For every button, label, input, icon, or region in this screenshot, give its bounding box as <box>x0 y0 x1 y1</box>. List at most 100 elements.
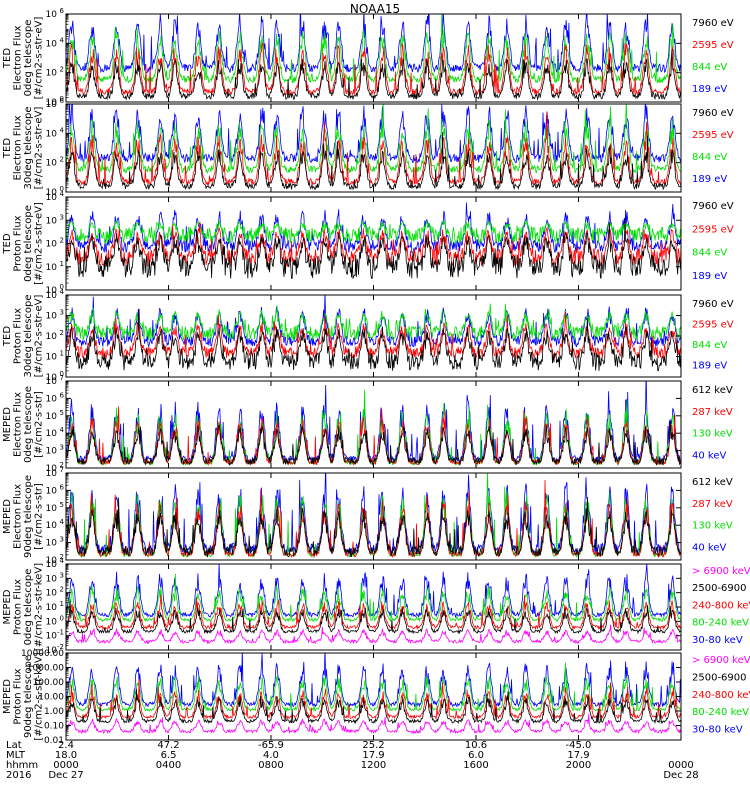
x-tick-label: 1200 <box>361 760 386 771</box>
legend-entry: 80-240 keV <box>692 618 749 629</box>
legend-entry: 189 eV <box>692 271 727 282</box>
legend-entry: 844 eV <box>692 152 727 163</box>
y-axis-label-line: [#/cm2-s-str-eV] <box>34 202 45 285</box>
y-axis-label-line: 0deg telescope <box>23 569 34 646</box>
y-tick-label: 10 <box>46 98 58 108</box>
y-axis-label-line: 90deg telescope <box>23 655 34 738</box>
series-line-5 <box>66 653 681 709</box>
legend-entry: 2595 eV <box>692 130 734 141</box>
y-axis-label-line: 30deg telescope <box>23 294 34 377</box>
series-line-1 <box>66 421 681 466</box>
y-tick-label: 1000.00 <box>27 664 64 674</box>
y-tick-label: 1.00 <box>44 707 64 717</box>
legend-entry: 844 eV <box>692 340 727 351</box>
y-axis-label-line: TED <box>2 233 13 254</box>
y-tick-label: 10 <box>46 574 58 584</box>
y-tick-label: 10 <box>46 617 58 627</box>
x-tick-label: Dec 28 <box>663 770 698 781</box>
y-axis-label-line: TED <box>2 48 13 69</box>
y-tick-exponent: 3 <box>60 571 64 579</box>
legend-entry: 80-240 keV <box>692 707 749 718</box>
legend-entry: 2595 eV <box>692 40 734 51</box>
x-tick-label: Dec 27 <box>48 770 83 781</box>
y-axis-label-line: [#/cm2-s-str] <box>34 483 45 550</box>
y-tick-label: 10 <box>46 556 58 566</box>
series-line-4 <box>66 662 681 713</box>
x-tick-label: 0000 <box>668 760 693 771</box>
y-tick-label: 10 <box>46 394 58 404</box>
legend-entry: 7960 eV <box>692 201 734 212</box>
x-tick-label: 0400 <box>156 760 181 771</box>
x-row-label: Lat <box>6 740 22 751</box>
y-axis-label-line: TED <box>2 326 13 347</box>
y-tick-label: 10 <box>46 188 58 198</box>
y-axis-label-line: [#/cm2-s-str-eV] <box>34 295 45 378</box>
y-tick-label: 10 <box>46 646 58 656</box>
y-axis-label-line: 30deg telescope <box>23 106 34 189</box>
y-tick-label: 0.01 <box>44 736 64 746</box>
y-tick-exponent: 0 <box>60 95 64 103</box>
y-tick-exponent: 1 <box>60 350 64 358</box>
y-tick-exponent: 2 <box>60 237 64 245</box>
y-tick-label: 10 <box>46 539 58 549</box>
y-tick-exponent: 2 <box>60 156 64 164</box>
x-tick-label: 0000 <box>53 760 78 771</box>
y-tick-exponent: 6 <box>60 97 65 105</box>
y-axis-label-line: 90deg telescope <box>23 475 34 558</box>
y-axis-label-line: MEPED <box>2 589 13 624</box>
y-tick-exponent: 6 <box>60 483 65 491</box>
y-axis-label-line: Electron Flux <box>13 25 24 90</box>
x-row-label: MLT <box>6 750 26 761</box>
y-tick-exponent: 4 <box>60 36 65 44</box>
y-tick-label: 10 <box>46 373 58 383</box>
legend-entry: 189 eV <box>692 84 727 95</box>
legend-entry: 130 keV <box>692 429 733 440</box>
series-line-3 <box>66 219 681 245</box>
series-line-5 <box>66 564 681 619</box>
series-line-3 <box>66 678 681 720</box>
y-tick-label: 10 <box>46 291 58 301</box>
y-tick-label: 10 <box>46 39 58 49</box>
x-tick-label: 1600 <box>463 760 488 771</box>
y-axis-label-line: 0deg telescope <box>23 205 34 282</box>
y-tick-label: 100.00 <box>33 678 65 688</box>
y-tick-exponent: 0 <box>60 370 64 378</box>
x-tick-label: 10.6 <box>465 740 487 751</box>
y-tick-exponent: 5 <box>60 409 64 417</box>
series-line-2 <box>66 111 681 186</box>
y-tick-exponent: 3 <box>60 309 64 317</box>
y-tick-label: 10 <box>46 216 58 226</box>
y-tick-exponent: 0 <box>60 283 64 291</box>
y-axis-label-line: MEPED <box>2 499 13 534</box>
y-axis-label-line: Proton Flux <box>13 308 24 364</box>
y-tick-exponent: 6 <box>60 7 65 15</box>
y-tick-exponent: -2 <box>57 643 64 651</box>
legend-entry: 30-80 keV <box>692 635 743 646</box>
y-tick-exponent: 2 <box>60 461 64 469</box>
y-tick-exponent: 0 <box>60 185 64 193</box>
legend-entry: 2595 eV <box>692 224 734 235</box>
y-axis-label-line: Proton Flux <box>13 668 24 724</box>
y-axis-label-line: 0deg telescope <box>23 386 34 463</box>
y-tick-exponent: 5 <box>60 501 64 509</box>
legend-entry: 7960 eV <box>692 18 734 29</box>
y-tick-label: 10 <box>46 589 58 599</box>
x-tick-label: -65.9 <box>258 740 284 751</box>
y-axis-label-line: Proton Flux <box>13 215 24 271</box>
y-tick-exponent: 4 <box>60 126 65 134</box>
y-tick-label: 10 <box>46 129 58 139</box>
y-tick-exponent: 1 <box>60 260 64 268</box>
y-tick-label: 10 <box>46 332 58 342</box>
x-tick-label: 2000 <box>566 760 591 771</box>
y-tick-label: 10 <box>46 312 58 322</box>
y-tick-label: 10 <box>46 504 58 514</box>
legend-entry: > 6900 keV <box>692 655 750 666</box>
y-tick-label: 10 <box>46 429 58 439</box>
